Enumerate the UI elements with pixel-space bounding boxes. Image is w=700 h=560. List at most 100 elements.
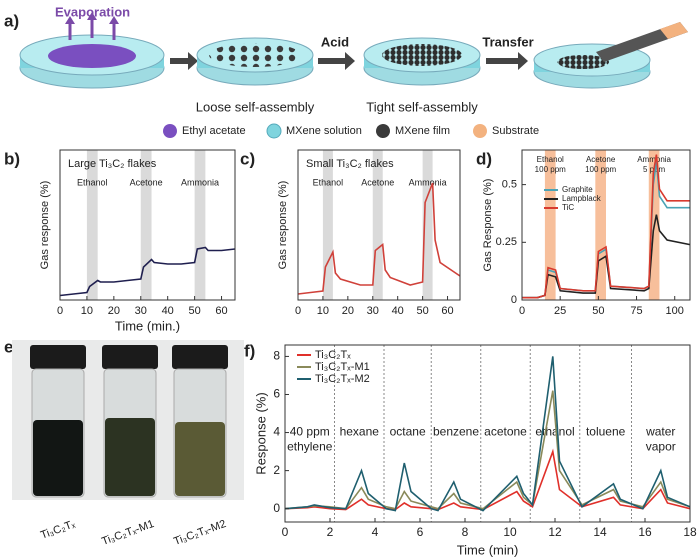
legend-label: TiC xyxy=(562,203,574,212)
step-label: Acid xyxy=(321,34,349,49)
x-tick-label: 8 xyxy=(462,525,469,539)
chart-title: Small Ti₃C₂ flakes xyxy=(306,158,394,170)
x-tick-label: 18 xyxy=(683,525,697,539)
legend-label: Ti₃C₂Tₓ-M1 xyxy=(315,361,370,373)
x-tick-label: 0 xyxy=(282,525,289,539)
photo xyxy=(12,340,244,500)
y-tick-label: 0.5 xyxy=(502,179,517,191)
exposure-band xyxy=(140,150,152,300)
band-label: Ethanol xyxy=(313,177,344,187)
legend-label: Lampblack xyxy=(562,194,602,203)
dish xyxy=(533,22,688,89)
band-label: 100 ppm xyxy=(585,165,616,174)
legend-label: Substrate xyxy=(492,125,539,137)
band-label: Acetone xyxy=(361,177,394,187)
caption: Tight self-assembly xyxy=(366,99,478,114)
dish xyxy=(19,12,165,89)
dish xyxy=(363,37,481,86)
y-tick-label: 4 xyxy=(273,425,280,439)
legend-label: Ti₃C₂Tₓ-M2 xyxy=(315,373,370,385)
x-axis-label: Time (min.) xyxy=(115,318,180,333)
y-tick-label: 2 xyxy=(273,463,280,477)
x-tick-label: 30 xyxy=(367,305,379,317)
x-tick-label: 25 xyxy=(554,305,566,317)
data-line xyxy=(284,356,691,512)
band-label: Ethanol xyxy=(77,177,108,187)
plot-frame xyxy=(297,149,461,301)
x-tick-label: 60 xyxy=(441,305,453,317)
sample-label: Ti₃C₂Tₓ xyxy=(39,518,77,542)
x-tick-label: 20 xyxy=(342,305,354,317)
caption: Loose self-assembly xyxy=(196,99,315,114)
y-axis-label: Gas Response (%) xyxy=(482,179,494,272)
segment-label: toluene xyxy=(586,425,626,439)
segment-label: water xyxy=(645,425,675,439)
data-line xyxy=(297,182,461,295)
x-tick-label: 0 xyxy=(57,305,63,317)
x-tick-label: 20 xyxy=(108,305,120,317)
x-tick-label: 0 xyxy=(519,305,525,317)
segment-label: 40 ppm xyxy=(290,425,330,439)
x-tick-label: 6 xyxy=(417,525,424,539)
x-axis-label: Time (min) xyxy=(457,542,519,557)
panel-label: d) xyxy=(476,149,492,168)
segment-label: octane xyxy=(390,425,426,439)
x-tick-label: 60 xyxy=(215,305,227,317)
plot-frame xyxy=(521,149,691,301)
exposure-band xyxy=(194,150,206,300)
legend-label: Ti₃C₂Tₓ xyxy=(315,349,351,361)
data-line xyxy=(59,246,236,297)
x-tick-label: 30 xyxy=(135,305,147,317)
x-tick-label: 0 xyxy=(295,305,301,317)
y-tick-label: 8 xyxy=(273,349,280,363)
panel-label: b) xyxy=(4,149,20,168)
panel-a: a) Evaporation Acid Transfer xyxy=(4,4,688,139)
legend-label: MXene solution xyxy=(286,125,362,137)
plot-frame xyxy=(284,344,691,523)
y-tick-label: 6 xyxy=(273,387,280,401)
segment-label: vapor xyxy=(646,440,676,454)
band-label: 100 ppm xyxy=(535,165,566,174)
data-line xyxy=(284,448,691,511)
x-tick-label: 14 xyxy=(593,525,607,539)
x-tick-label: 10 xyxy=(317,305,329,317)
segment-label: ethylene xyxy=(287,440,333,454)
data-line xyxy=(284,390,691,510)
y-axis-label: Gas response (%) xyxy=(39,181,51,270)
band-label: Acetone xyxy=(130,177,163,187)
exposure-band xyxy=(372,150,383,300)
sample-label: Ti₃C₂Tₓ-M1 xyxy=(100,518,156,548)
y-tick-label: 0.25 xyxy=(496,236,517,248)
plot-frame xyxy=(59,149,236,301)
sample-label: Ti₃C₂Tₓ-M2 xyxy=(172,518,228,548)
x-tick-label: 50 xyxy=(592,305,604,317)
band-label: Ammonia xyxy=(409,177,447,187)
x-tick-label: 12 xyxy=(548,525,562,539)
y-tick-label: 0 xyxy=(511,294,517,306)
x-tick-label: 2 xyxy=(327,525,334,539)
segment-label: benzene xyxy=(433,425,479,439)
x-tick-label: 100 xyxy=(666,305,684,317)
data-line xyxy=(522,154,690,299)
x-tick-label: 40 xyxy=(392,305,404,317)
exposure-band xyxy=(595,150,606,300)
band-label: Ammonia xyxy=(637,155,671,164)
panel-label: a) xyxy=(4,11,19,30)
chart-title: Large Ti₃C₂ flakes xyxy=(68,158,157,170)
y-tick-label: 0 xyxy=(273,501,280,515)
x-tick-label: 40 xyxy=(162,305,174,317)
legend-label: MXene film xyxy=(395,125,450,137)
legend-label: Graphite xyxy=(562,185,593,194)
x-tick-label: 4 xyxy=(372,525,379,539)
band-label: Ethanol xyxy=(537,155,564,164)
x-tick-label: 16 xyxy=(638,525,652,539)
exposure-band xyxy=(422,150,433,300)
legend-label: Ethyl acetate xyxy=(182,125,246,137)
dish xyxy=(196,37,314,86)
y-axis-label: Response (%) xyxy=(253,392,268,474)
segment-label: acetone xyxy=(484,425,527,439)
x-tick-label: 10 xyxy=(503,525,517,539)
band-label: Acetone xyxy=(586,155,616,164)
panel-label: c) xyxy=(240,149,255,168)
